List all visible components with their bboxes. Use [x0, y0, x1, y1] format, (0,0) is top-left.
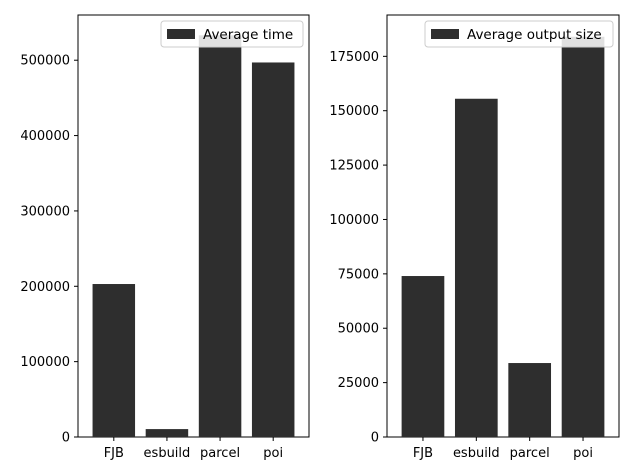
bar-poi — [251, 62, 295, 437]
y-tick-label: 500000 — [20, 54, 70, 69]
legend-frame — [424, 20, 614, 48]
bar-esbuild — [454, 98, 498, 437]
bar-fjb — [92, 284, 136, 437]
bar-fjb — [401, 276, 445, 437]
time-legend: Average time — [160, 20, 304, 48]
y-tick-label: 175000 — [329, 50, 379, 65]
y-tick-label: 400000 — [20, 129, 70, 144]
y-tick-label: 125000 — [329, 159, 379, 174]
y-tick-label: 0 — [62, 431, 70, 446]
bar-parcel — [508, 363, 552, 437]
y-tick-label: 0 — [371, 431, 379, 446]
legend-frame — [160, 20, 304, 48]
y-tick-label: 100000 — [329, 213, 379, 228]
bar-poi — [561, 36, 605, 438]
y-tick-label: 25000 — [338, 376, 379, 391]
time-plot-area — [77, 14, 310, 438]
x-tick-label: esbuild — [453, 446, 500, 461]
time-chart: 0 100000 200000 300000 400000 500000 FJB esbui… — [20, 14, 310, 461]
x-tick-label: esbuild — [144, 446, 191, 461]
legend-swatch — [431, 29, 459, 39]
legend-label: Average time — [203, 27, 293, 43]
x-tick-label: poi — [573, 446, 593, 461]
x-tick-label: poi — [263, 446, 283, 461]
x-tick-label: parcel — [200, 446, 240, 461]
x-tick-label: FJB — [104, 446, 124, 461]
bar-parcel — [198, 35, 242, 437]
size-legend: Average output size — [424, 20, 614, 48]
bar-esbuild — [145, 429, 189, 437]
x-tick-label: parcel — [510, 446, 550, 461]
size-chart: 0 25000 50000 75000 100000 125000 150000 175000… — [329, 14, 620, 461]
y-tick-label: 100000 — [20, 355, 70, 370]
y-tick-label: 75000 — [338, 267, 379, 282]
y-tick-label: 50000 — [338, 322, 379, 337]
y-tick-label: 200000 — [20, 280, 70, 295]
size-plot-area — [386, 14, 620, 438]
y-tick-label: 150000 — [329, 104, 379, 119]
y-tick-label: 300000 — [20, 204, 70, 219]
x-tick-label: FJB — [413, 446, 433, 461]
legend-swatch — [167, 29, 195, 39]
legend-label: Average output size — [467, 27, 602, 43]
